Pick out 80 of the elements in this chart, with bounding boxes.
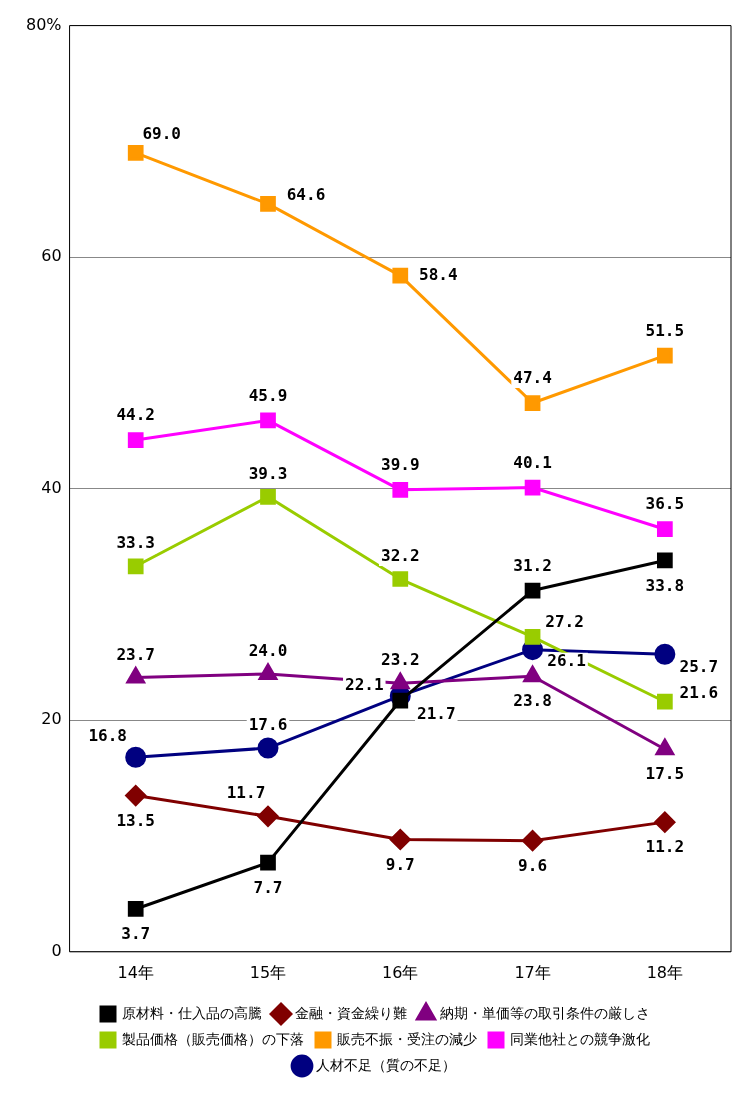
y-tick-label: 40 [41,477,62,497]
data-label: 27.2 [545,612,584,632]
y-tick-label: 0 [51,940,62,960]
data-label: 36.5 [645,494,685,514]
data-label: 23.8 [513,691,552,711]
data-label: 33.3 [116,533,155,553]
point [392,571,409,587]
legend-label: 同業他社との競争激化 [510,1030,650,1047]
point [125,785,147,806]
data-label: 17.5 [645,764,685,784]
y-tick-label: 60 [41,246,62,266]
point [125,746,147,768]
point [656,693,673,710]
point [524,479,541,496]
point [127,558,144,575]
legend-label: 金融・資金繰り難 [295,1004,407,1021]
legend-label: 人材不足（質の不足） [316,1056,456,1073]
data-label: 9.7 [385,854,415,874]
y-tick-label: 80% [26,14,62,34]
data-label: 39.9 [381,455,420,475]
data-label: 23.2 [381,650,420,670]
legend-label: 納期・単価等の取引条件の厳しさ [440,1004,650,1021]
data-label: 9.6 [518,855,548,875]
data-label: 26.1 [547,650,586,670]
data-label: 11.7 [226,783,266,803]
point [389,829,411,850]
point [260,196,276,212]
point [392,267,409,284]
data-label: 40.1 [513,452,552,472]
x-tick-label: 16年 [382,962,419,982]
data-label: 44.2 [116,405,155,425]
point [260,412,276,429]
data-label: 69.0 [142,124,181,144]
y-tick-label: 20 [41,709,62,729]
data-label: 11.2 [645,837,685,857]
data-label: 58.4 [419,264,458,284]
data-label: 33.8 [645,575,685,595]
legend-label: 原材料・仕入品の高騰 [122,1004,262,1021]
data-label: 32.2 [381,546,420,566]
point [656,521,673,538]
data-label: 31.2 [513,555,552,575]
data-label: 21.7 [417,703,456,723]
point [392,692,409,709]
legend-label: 販売不振・受注の減少 [337,1030,477,1047]
point [260,488,276,505]
point [654,643,676,665]
x-tick-label: 14年 [117,962,154,982]
data-label: 39.3 [248,463,288,483]
point [522,830,544,852]
data-label: 24.0 [248,641,288,661]
point [127,145,144,161]
legend-label: 製品価格（販売価格）の下落 [122,1030,304,1047]
point [524,395,541,411]
data-label: 64.6 [286,185,326,205]
data-label: 13.5 [116,810,155,830]
point [656,552,673,569]
x-tick-label: 17年 [514,962,551,982]
data-label: 3.7 [121,924,151,944]
data-label: 47.4 [513,368,552,388]
point [257,805,279,827]
data-label: 51.5 [645,320,685,340]
point [656,347,673,364]
point [260,854,276,871]
x-tick-label: 18年 [646,962,684,982]
point [654,811,676,833]
point [257,737,279,759]
data-label: 17.6 [248,715,288,735]
point [392,481,409,498]
data-label: 7.7 [253,877,283,897]
point [127,432,144,448]
data-label: 25.7 [679,657,719,677]
data-label: 45.9 [248,385,288,405]
point [524,582,541,599]
data-label: 22.1 [345,675,384,695]
point [524,629,541,645]
data-label: 16.8 [88,726,127,746]
x-tick-label: 15年 [249,962,287,982]
data-label: 21.6 [679,682,719,702]
point [127,901,144,917]
data-label: 23.7 [116,644,155,664]
